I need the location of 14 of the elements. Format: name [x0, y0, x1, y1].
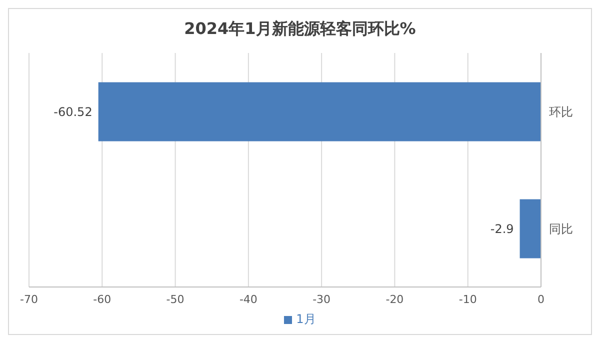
legend-label: 1月	[296, 312, 316, 326]
data-label: -2.9	[490, 222, 514, 236]
chart-title: 2024年1月新能源轻客同环比%	[183, 18, 417, 40]
data-label: -60.52	[54, 104, 92, 119]
y-tick-label: 同比	[549, 222, 573, 236]
x-tick-label: 0	[538, 292, 544, 306]
y-tick-label: 环比	[549, 104, 573, 119]
x-tick-label: -10	[458, 292, 477, 306]
x-tick-label: -30	[312, 292, 331, 306]
x-tick-label: -20	[386, 292, 404, 306]
x-tick-label: -40	[239, 292, 258, 306]
x-tick-label: -70	[20, 292, 38, 306]
x-tick-label: -50	[166, 292, 184, 306]
x-tick-label: -60	[93, 292, 112, 306]
